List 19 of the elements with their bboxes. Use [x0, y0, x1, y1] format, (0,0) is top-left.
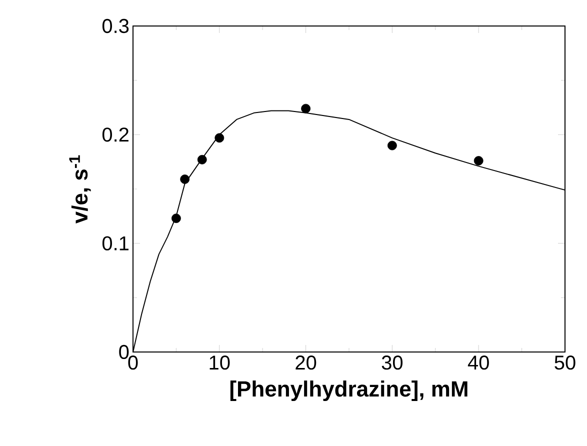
point	[172, 214, 181, 224]
point	[388, 140, 397, 150]
x-tick-label: 20	[296, 356, 316, 370]
point	[474, 156, 484, 166]
y-tick-label: 0	[119, 344, 129, 360]
point	[214, 133, 224, 143]
point	[197, 154, 207, 164]
y-axis-title: v/e, s$^{-1}$	[69, 155, 91, 224]
x-tick-label: 30	[382, 356, 403, 370]
y-tick-label: 0.3	[102, 18, 129, 34]
x-tick-label: 40	[468, 356, 489, 370]
x-tick-label: 0	[128, 356, 138, 370]
x-tick-label: 10	[210, 356, 230, 370]
y-tick-label: 0.2	[102, 128, 128, 142]
point	[180, 174, 190, 184]
y-tick-label: 0.1	[102, 236, 128, 250]
x-tick-label: 50	[554, 356, 576, 370]
point	[301, 104, 310, 114]
x-axis-title: [Phenylhydrazine], mM	[230, 380, 468, 402]
